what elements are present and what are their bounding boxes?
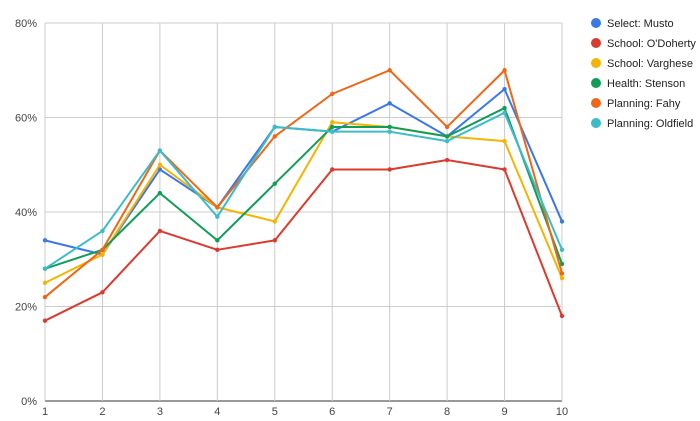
data-point	[444, 124, 450, 130]
legend-item: Select: Musto	[591, 18, 674, 30]
data-point	[444, 138, 450, 144]
legend-swatch	[591, 18, 601, 28]
grid	[44, 22, 563, 402]
data-point	[330, 91, 335, 97]
x-tick-label: 10	[556, 406, 568, 418]
data-point	[42, 318, 48, 323]
series-health-stenson	[42, 105, 565, 271]
legend-label: Health: Stenson	[607, 78, 685, 90]
x-tick-label: 6	[329, 406, 335, 418]
y-tick-label: 80%	[15, 18, 37, 30]
legend-label: Planning: Fahy	[607, 98, 681, 110]
x-tick-label: 1	[42, 406, 48, 418]
x-tick-label: 2	[99, 406, 105, 418]
legend-item: Planning: Oldfield	[591, 118, 693, 130]
data-point	[502, 105, 507, 111]
data-point	[559, 261, 565, 267]
data-point	[272, 219, 277, 224]
x-tick-label: 3	[157, 406, 163, 418]
data-point	[330, 167, 335, 172]
data-point	[330, 120, 335, 125]
legend-swatch	[591, 78, 601, 88]
data-point	[387, 101, 392, 106]
data-point	[100, 228, 105, 234]
data-point	[444, 157, 450, 163]
legend-label: School: Varghese	[607, 58, 693, 70]
data-point	[215, 214, 220, 219]
data-point	[387, 124, 392, 130]
x-tick-label: 4	[214, 406, 220, 418]
y-tick-label: 40%	[15, 207, 37, 219]
data-point	[444, 134, 450, 139]
series-line	[44, 107, 563, 270]
series-line	[44, 69, 563, 298]
x-tick-label: 9	[501, 406, 507, 418]
data-point	[157, 148, 163, 153]
data-point	[100, 252, 105, 257]
data-point	[387, 167, 392, 172]
legend-item: School: Varghese	[591, 58, 693, 70]
legend-item: Health: Stenson	[591, 78, 685, 90]
data-point	[42, 238, 48, 243]
data-point	[215, 205, 220, 210]
axis-labels: 0% 20% 40% 60% 80% 1 2 3 4 5 6 7 8 9 10	[15, 18, 568, 418]
y-tick-label: 60%	[15, 113, 37, 125]
x-tick-label: 8	[444, 406, 450, 418]
series-line	[44, 111, 563, 270]
series-planning-oldfield	[42, 110, 565, 271]
legend: Select: Musto School: O'Doherty School: Va…	[591, 18, 696, 130]
legend-swatch	[591, 58, 601, 68]
legend-item: School: O'Doherty	[591, 38, 696, 50]
legend-label: School: O'Doherty	[607, 38, 696, 50]
data-point	[330, 129, 335, 134]
y-tick-label: 20%	[15, 302, 37, 314]
legend-item: Planning: Fahy	[591, 98, 681, 110]
data-point	[502, 138, 507, 144]
x-tick-label: 7	[387, 406, 393, 418]
data-point	[272, 124, 277, 130]
data-point	[559, 275, 565, 281]
data-point	[42, 294, 48, 300]
series-line	[44, 121, 563, 284]
legend-swatch	[591, 118, 601, 128]
data-point	[42, 280, 48, 286]
y-tick-label: 0%	[21, 396, 37, 408]
legend-swatch	[591, 38, 601, 48]
data-point	[157, 167, 163, 172]
data-point	[559, 219, 565, 224]
data-point	[387, 68, 392, 73]
series-lines	[42, 68, 565, 323]
data-point	[502, 68, 507, 73]
x-tick-label: 5	[272, 406, 278, 418]
data-point	[502, 86, 507, 92]
data-point	[157, 228, 163, 234]
data-point	[502, 110, 507, 115]
series-planning-fahy	[42, 68, 565, 300]
legend-label: Planning: Oldfield	[607, 118, 693, 130]
legend-swatch	[591, 98, 601, 108]
data-point	[215, 247, 220, 252]
series-line	[44, 159, 563, 322]
data-point	[100, 290, 105, 295]
data-point	[330, 124, 335, 130]
data-point	[272, 181, 277, 186]
data-point	[502, 167, 507, 172]
data-point	[559, 247, 565, 252]
legend-label: Select: Musto	[607, 18, 674, 30]
series-school-varghese	[42, 120, 565, 286]
data-point	[559, 313, 565, 319]
data-point	[272, 134, 277, 139]
data-point	[387, 129, 392, 134]
data-point	[157, 190, 163, 196]
data-point	[157, 162, 163, 167]
data-point	[100, 247, 105, 252]
data-point	[559, 271, 565, 276]
data-point	[215, 238, 220, 243]
data-point	[272, 238, 277, 243]
series-school-o-doherty	[42, 157, 565, 323]
data-point	[42, 266, 48, 271]
